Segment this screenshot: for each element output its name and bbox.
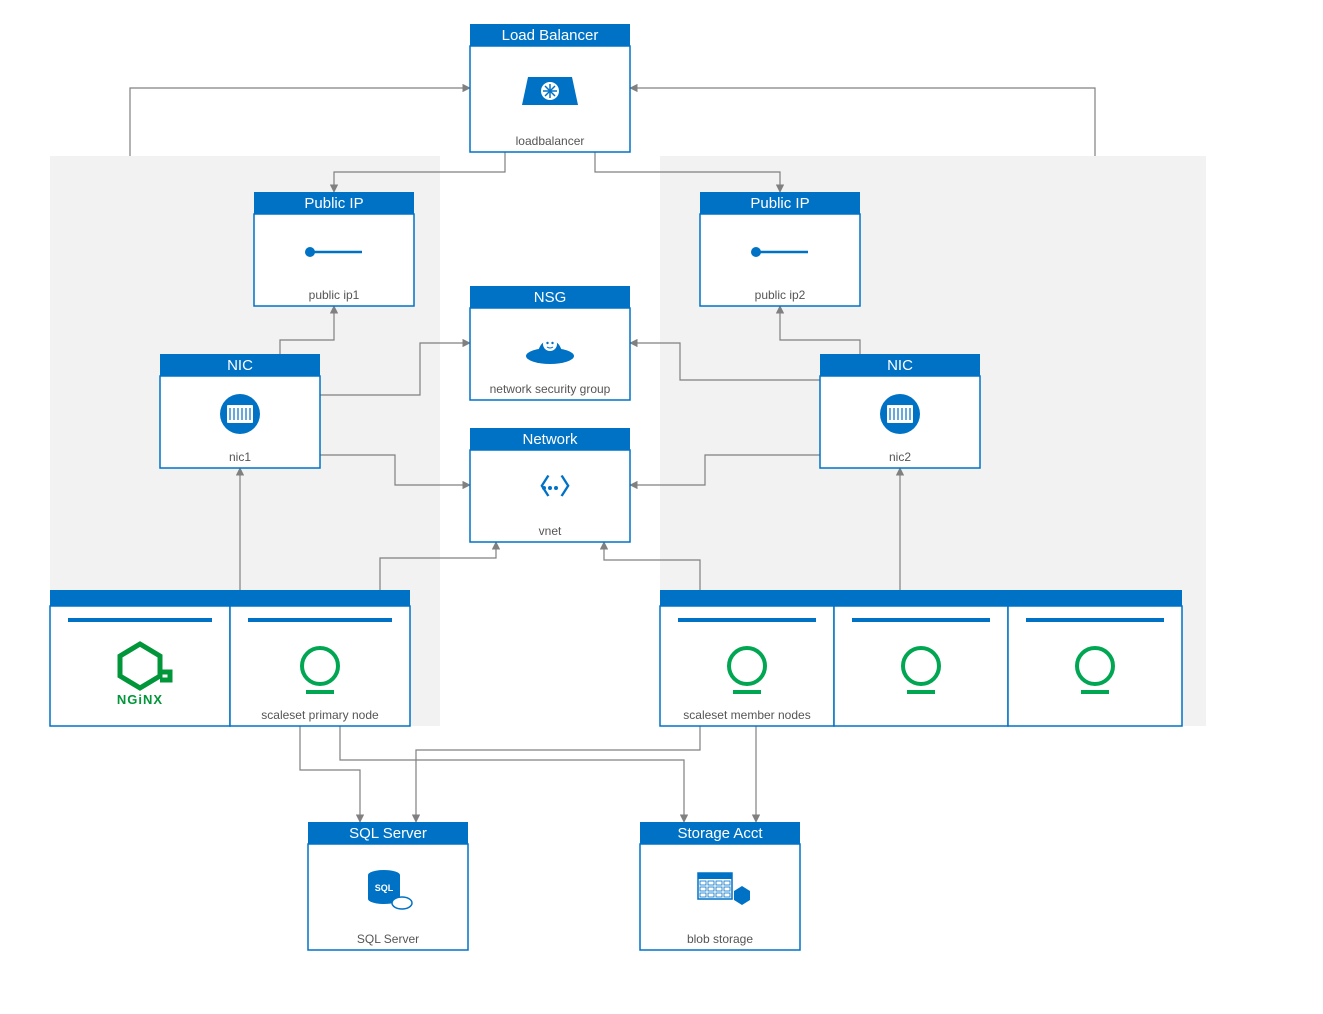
node-nic2: NIC nic2: [820, 354, 980, 468]
svg-text:SQL: SQL: [375, 883, 394, 893]
svg-text:vnet: vnet: [539, 524, 562, 538]
scaleset-primary: NGiNX scaleset primary node: [50, 590, 410, 726]
scaleset-members: scaleset member nodes: [660, 590, 1182, 726]
node-nsg: NSG network security group: [470, 286, 630, 400]
svg-text:loadbalancer: loadbalancer: [516, 134, 585, 148]
svg-text:NGiNX: NGiNX: [117, 692, 163, 707]
edge-scaleset-right-sql-b: [416, 726, 700, 822]
edge-scaleset-left-storage-b: [340, 726, 684, 822]
svg-text:〈: 〈: [528, 474, 550, 499]
node-nic1: NIC nic1: [160, 354, 320, 468]
svg-text:scaleset primary node: scaleset primary node: [261, 708, 379, 722]
svg-text:Load Balancer: Load Balancer: [502, 27, 599, 44]
node-sql: SQL Server SQL Server SQL: [308, 822, 468, 950]
svg-text:scaleset member nodes: scaleset member nodes: [683, 708, 810, 722]
svg-text:Storage Acct: Storage Acct: [677, 825, 763, 842]
svg-text:NSG: NSG: [534, 289, 567, 306]
svg-text:Network: Network: [522, 431, 578, 448]
svg-text:nic1: nic1: [229, 450, 251, 464]
svg-text:public ip2: public ip2: [755, 288, 806, 302]
svg-text:NIC: NIC: [887, 357, 913, 374]
svg-text:public ip1: public ip1: [309, 288, 360, 302]
architecture-diagram: Load Balancer loadbalancer Public IP public…: [0, 0, 1323, 1014]
edge-region-left-top-loadbalancer-left: [130, 88, 470, 156]
node-publicip1: Public IP public ip1: [254, 192, 414, 306]
svg-text:SQL Server: SQL Server: [349, 825, 427, 842]
node-loadbalancer: Load Balancer loadbalancer: [470, 24, 630, 152]
edge-scaleset-left-sql-a: [300, 726, 360, 822]
svg-text:SQL Server: SQL Server: [357, 932, 419, 946]
svg-text:blob storage: blob storage: [687, 932, 753, 946]
svg-text:Public IP: Public IP: [304, 195, 363, 212]
svg-text:nic2: nic2: [889, 450, 911, 464]
svg-text:network security group: network security group: [490, 382, 611, 396]
node-publicip2: Public IP public ip2: [700, 192, 860, 306]
node-storage: Storage Acct blob storage: [640, 822, 800, 950]
svg-text:〉: 〉: [560, 474, 582, 499]
node-network: Network vnet 〈〉: [470, 428, 630, 542]
edge-region-right-top-loadbalancer-right: [630, 88, 1095, 156]
svg-text:Public IP: Public IP: [750, 195, 809, 212]
svg-text:NIC: NIC: [227, 357, 253, 374]
